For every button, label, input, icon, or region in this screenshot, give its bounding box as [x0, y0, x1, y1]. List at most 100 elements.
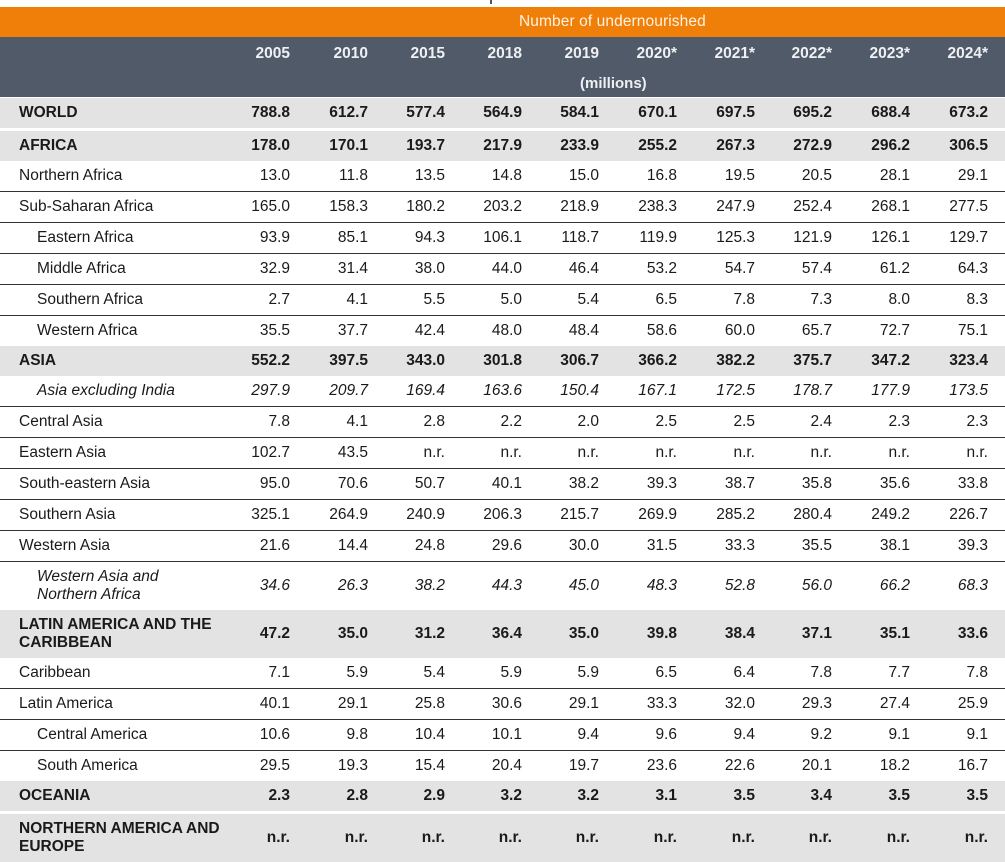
row-padding [988, 689, 1005, 720]
value-cell: 3.2 [522, 781, 599, 813]
value-cell: 29.1 [910, 161, 988, 192]
value-cell: 121.9 [755, 223, 832, 254]
value-cell: 169.4 [368, 376, 445, 407]
group-header-bar: Number of undernourished [0, 7, 1005, 37]
clipped-mark [490, 0, 492, 4]
value-cell: 325.1 [220, 500, 290, 531]
value-cell: 167.1 [599, 376, 677, 407]
value-cell: 39.3 [599, 469, 677, 500]
value-cell: 106.1 [445, 223, 522, 254]
value-cell: 2.0 [522, 407, 599, 438]
value-cell: 38.2 [522, 469, 599, 500]
value-cell: 249.2 [832, 500, 910, 531]
value-cell: 306.7 [522, 346, 599, 376]
value-cell: 673.2 [910, 98, 988, 130]
row-padding [988, 610, 1005, 658]
value-cell: 19.3 [290, 751, 368, 782]
value-cell: n.r. [445, 813, 522, 862]
value-cell: 65.7 [755, 316, 832, 347]
row-label: Eastern Asia [0, 438, 220, 469]
value-cell: 33.6 [910, 610, 988, 658]
value-cell: 38.1 [832, 531, 910, 562]
row-padding [988, 407, 1005, 438]
value-cell: 48.0 [445, 316, 522, 347]
column-header-bar: 2005 2010 2015 2018 2019 2020* 2021* 202… [0, 37, 1005, 97]
value-cell: 9.6 [599, 720, 677, 751]
value-cell: 8.3 [910, 285, 988, 316]
value-cell: 37.7 [290, 316, 368, 347]
value-cell: 3.2 [445, 781, 522, 813]
value-cell: n.r. [755, 813, 832, 862]
value-cell: 42.4 [368, 316, 445, 347]
value-cell: n.r. [290, 813, 368, 862]
value-cell: n.r. [368, 438, 445, 469]
row-padding [988, 720, 1005, 751]
value-cell: 178.0 [220, 130, 290, 162]
value-cell: 397.5 [290, 346, 368, 376]
row-label: Southern Asia [0, 500, 220, 531]
value-cell: 8.0 [832, 285, 910, 316]
value-cell: 264.9 [290, 500, 368, 531]
value-cell: n.r. [832, 813, 910, 862]
value-cell: 31.4 [290, 254, 368, 285]
value-cell: 7.8 [755, 658, 832, 689]
value-cell: 215.7 [522, 500, 599, 531]
value-cell: 45.0 [522, 562, 599, 611]
value-cell: 35.6 [832, 469, 910, 500]
value-cell: 10.6 [220, 720, 290, 751]
row-padding [988, 316, 1005, 347]
value-cell: 3.4 [755, 781, 832, 813]
row-padding [988, 285, 1005, 316]
value-cell: 40.1 [220, 689, 290, 720]
value-cell: 21.6 [220, 531, 290, 562]
value-cell: 269.9 [599, 500, 677, 531]
row-label: South America [0, 751, 220, 782]
value-cell: n.r. [677, 813, 755, 862]
value-cell: 129.7 [910, 223, 988, 254]
value-cell: 343.0 [368, 346, 445, 376]
value-cell: 9.4 [522, 720, 599, 751]
row-padding [988, 254, 1005, 285]
col-header-2023: 2023* [840, 45, 910, 63]
value-cell: 20.4 [445, 751, 522, 782]
value-cell: n.r. [220, 813, 290, 862]
value-cell: 203.2 [445, 192, 522, 223]
value-cell: 382.2 [677, 346, 755, 376]
row-label: Eastern Africa [0, 223, 220, 254]
row-label: Latin America [0, 689, 220, 720]
value-cell: 38.4 [677, 610, 755, 658]
value-cell: 7.7 [832, 658, 910, 689]
value-cell: 125.3 [677, 223, 755, 254]
value-cell: 7.8 [677, 285, 755, 316]
value-cell: 584.1 [522, 98, 599, 130]
value-cell: 323.4 [910, 346, 988, 376]
value-cell: 30.0 [522, 531, 599, 562]
value-cell: 366.2 [599, 346, 677, 376]
value-cell: 35.5 [220, 316, 290, 347]
row-label: Western Africa [0, 316, 220, 347]
value-cell: 173.5 [910, 376, 988, 407]
value-cell: 296.2 [832, 130, 910, 162]
value-cell: 9.4 [677, 720, 755, 751]
value-cell: 15.0 [522, 161, 599, 192]
value-cell: 43.5 [290, 438, 368, 469]
value-cell: 56.0 [755, 562, 832, 611]
value-cell: 29.3 [755, 689, 832, 720]
value-cell: 2.9 [368, 781, 445, 813]
value-cell: 7.8 [910, 658, 988, 689]
value-cell: 6.5 [599, 658, 677, 689]
value-cell: 233.9 [522, 130, 599, 162]
value-cell: 2.2 [445, 407, 522, 438]
value-cell: 53.2 [599, 254, 677, 285]
value-cell: 24.8 [368, 531, 445, 562]
value-cell: 94.3 [368, 223, 445, 254]
value-cell: 612.7 [290, 98, 368, 130]
